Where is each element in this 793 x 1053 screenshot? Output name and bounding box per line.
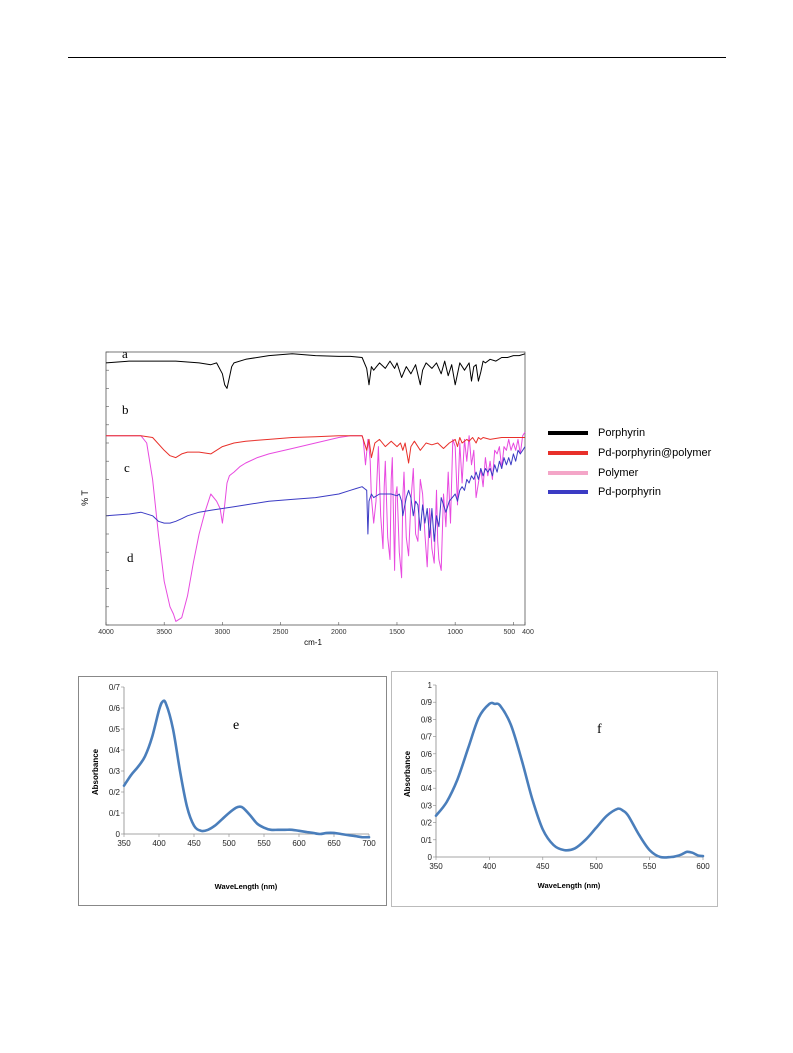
ftir-series-polymer [106, 431, 526, 622]
uvf-x-tick-label: 550 [643, 862, 657, 871]
ftir-x-tick-labels: 4000 3500 3000 2500 2000 1500 1000 500 400 [98, 622, 534, 636]
header-rule [68, 57, 726, 58]
ftir-x-tick-label: 500 [504, 629, 516, 636]
legend-label-porphyrin: Porphyrin [598, 427, 645, 439]
uve-y-tick-label: 0 [116, 830, 121, 839]
chart-e-annotation: e [233, 718, 239, 733]
uve-x-tick-label: 600 [292, 839, 306, 848]
legend-label-pd-porphyrin-polymer: Pd-porphyrin@polymer [598, 447, 712, 459]
ftir-x-tick-label: 3000 [215, 629, 231, 636]
ftir-x-tick-label: 2500 [273, 629, 289, 636]
chart-e-x-axis-label: WaveLength (nm) [215, 882, 278, 891]
legend-label-pd-porphyrin: Pd-porphyrin [598, 486, 661, 498]
uve-y-tick-label: 0/3 [109, 767, 121, 776]
uvf-x-tick-label: 400 [483, 862, 497, 871]
uve-y-tick-label: 0/7 [109, 683, 121, 692]
ftir-annotation-a: a [122, 346, 128, 361]
ftir-x-tick-label: 1000 [447, 629, 463, 636]
ftir-y-axis-label: % T [80, 490, 90, 506]
chart-f-annotation: f [597, 722, 602, 737]
uve-x-tick-label: 550 [257, 839, 271, 848]
chart-e-border [78, 676, 387, 906]
uve-x-tick-label: 350 [117, 839, 131, 848]
ftir-series-porphyrin [105, 353, 526, 389]
uvf-y-tick-label: 0/5 [421, 767, 433, 776]
legend-label-polymer: Polymer [598, 467, 639, 479]
chart-e-axes: 0 0/1 0/2 0/3 0/4 0/5 0/6 0/7 350 400 450 500 550 600… [109, 683, 376, 848]
uvf-x-tick-label: 450 [536, 862, 550, 871]
uvf-x-tick-label: 600 [696, 862, 710, 871]
legend-swatch-porphyrin [548, 431, 588, 435]
ftir-annotation-b: b [122, 402, 129, 417]
ftir-chart: 4000 3500 3000 2500 2000 1500 1000 500 400 a b c… [80, 346, 712, 647]
chart-e-series-group [122, 699, 371, 839]
ftir-annotation-c: c [124, 460, 130, 475]
ftir-series-group [105, 353, 526, 622]
uvf-y-tick-label: 0/7 [421, 733, 433, 742]
chart-f-axes: 0 0/1 0/2 0/3 0/4 0/5 0/6 0/7 0/8 0/9 1 350 400 450 50… [421, 681, 710, 871]
uvf-y-tick-label: 1 [428, 681, 433, 690]
chart-e-y-axis-label: Absorbance [91, 748, 100, 795]
uvf-y-tick-label: 0/9 [421, 698, 433, 707]
uvf-absorbance-curve [434, 701, 705, 859]
uve-y-tick-label: 0/6 [109, 704, 121, 713]
uve-x-tick-label: 700 [362, 839, 376, 848]
uvf-y-tick-label: 0/2 [421, 819, 433, 828]
uve-y-tick-label: 0/2 [109, 788, 121, 797]
ftir-plot-area [105, 351, 526, 626]
ftir-x-axis-label: cm-1 [304, 638, 322, 647]
chart-f-y-axis-label: Absorbance [403, 750, 412, 797]
uve-y-tick-label: 0/5 [109, 725, 121, 734]
ftir-x-tick-label: 2000 [331, 629, 347, 636]
uvf-y-tick-label: 0/6 [421, 750, 433, 759]
chart-f-border [391, 671, 718, 907]
legend-swatch-polymer [548, 471, 588, 475]
ftir-legend: Porphyrin Pd-porphyrin@polymer Polymer P… [548, 427, 712, 498]
uvf-x-tick-label: 350 [429, 862, 443, 871]
chart-f-series-group [434, 701, 705, 859]
ftir-annotation-d: d [127, 550, 134, 565]
uve-absorbance-curve [122, 699, 371, 839]
uv-vis-chart-f: 0 0/1 0/2 0/3 0/4 0/5 0/6 0/7 0/8 0/9 1 350 400 450 50… [391, 671, 718, 907]
uvf-y-tick-label: 0/4 [421, 784, 433, 793]
ftir-series-pd-porphyrin-polymer [106, 435, 525, 464]
uvf-y-tick-label: 0/1 [421, 836, 433, 845]
uve-x-tick-label: 450 [187, 839, 201, 848]
uv-vis-chart-e: 0 0/1 0/2 0/3 0/4 0/5 0/6 0/7 350 400 450 500 550 600… [78, 676, 387, 906]
uve-x-tick-label: 400 [152, 839, 166, 848]
uve-y-tick-label: 0/1 [109, 809, 121, 818]
ftir-x-tick-label: 400 [522, 629, 534, 636]
uvf-y-tick-label: 0 [428, 853, 433, 862]
ftir-x-tick-label: 4000 [98, 629, 114, 636]
ftir-plot-frame [105, 351, 526, 626]
ftir-x-tick-label: 1500 [389, 629, 405, 636]
uvf-y-tick-label: 0/8 [421, 715, 433, 724]
uvf-y-tick-label: 0/3 [421, 801, 433, 810]
uve-x-tick-label: 650 [327, 839, 341, 848]
legend-swatch-pd-porphyrin [548, 490, 588, 494]
ftir-x-tick-label: 3500 [156, 629, 172, 636]
uvf-x-tick-label: 500 [590, 862, 604, 871]
uve-x-tick-label: 500 [222, 839, 236, 848]
ftir-y-ticks [106, 351, 109, 626]
chart-f-x-axis-label: WaveLength (nm) [538, 881, 601, 890]
ftir-series-pd-porphyrin [105, 446, 526, 542]
legend-swatch-pd-porphyrin-polymer [548, 451, 588, 455]
uve-y-tick-label: 0/4 [109, 746, 121, 755]
